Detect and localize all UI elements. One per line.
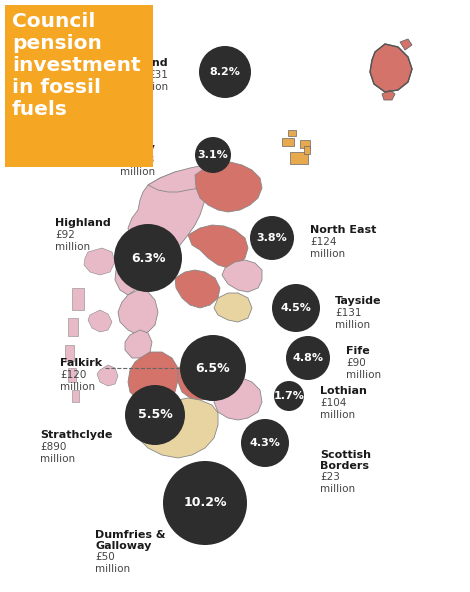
Ellipse shape (250, 216, 294, 260)
Ellipse shape (195, 137, 231, 173)
Polygon shape (148, 165, 235, 192)
Text: 4.3%: 4.3% (250, 438, 281, 448)
Ellipse shape (199, 46, 251, 98)
Text: 4.8%: 4.8% (292, 353, 323, 363)
Polygon shape (118, 290, 158, 335)
Polygon shape (214, 378, 262, 420)
Text: £890
million: £890 million (40, 442, 75, 464)
Text: £8
million: £8 million (120, 155, 155, 176)
Polygon shape (178, 360, 222, 400)
Text: 5.5%: 5.5% (138, 408, 172, 422)
Text: Shetland: Shetland (112, 58, 168, 68)
Polygon shape (128, 170, 205, 278)
Text: Tayside: Tayside (335, 296, 382, 306)
Text: Falkirk: Falkirk (60, 358, 102, 368)
Ellipse shape (272, 284, 320, 332)
Polygon shape (304, 146, 310, 154)
Polygon shape (288, 130, 296, 136)
Text: £124
million: £124 million (310, 237, 345, 259)
Polygon shape (128, 352, 178, 405)
Text: £120
million: £120 million (60, 370, 95, 391)
Polygon shape (115, 260, 138, 295)
Text: Fife: Fife (346, 346, 370, 356)
Polygon shape (65, 345, 74, 361)
Text: £50
million: £50 million (95, 552, 130, 574)
Ellipse shape (114, 224, 182, 292)
Polygon shape (400, 39, 412, 50)
Ellipse shape (125, 385, 185, 445)
Polygon shape (68, 368, 76, 382)
Text: North East: North East (310, 225, 376, 235)
Text: Highland: Highland (55, 218, 111, 228)
Text: 3.1%: 3.1% (197, 150, 228, 160)
Polygon shape (84, 248, 115, 275)
Polygon shape (136, 400, 157, 422)
Polygon shape (195, 162, 262, 212)
FancyBboxPatch shape (5, 5, 153, 167)
Text: £90
million: £90 million (346, 358, 381, 379)
Text: £31
million: £31 million (133, 70, 168, 92)
Text: £92
million: £92 million (55, 230, 90, 252)
Polygon shape (282, 138, 294, 146)
Text: 1.7%: 1.7% (274, 391, 305, 401)
Polygon shape (125, 330, 152, 358)
Text: Orkney: Orkney (110, 143, 155, 153)
Polygon shape (68, 318, 78, 336)
Text: 6.3%: 6.3% (131, 252, 165, 265)
Text: 8.2%: 8.2% (210, 67, 241, 77)
Polygon shape (300, 140, 310, 148)
Text: £23
million: £23 million (320, 472, 355, 494)
Polygon shape (214, 293, 252, 322)
Polygon shape (370, 44, 412, 92)
Ellipse shape (180, 335, 246, 401)
Polygon shape (72, 288, 84, 310)
Polygon shape (175, 270, 220, 308)
Polygon shape (222, 260, 262, 292)
Ellipse shape (163, 461, 247, 545)
Text: £131
million: £131 million (335, 308, 370, 330)
Text: Strathclyde: Strathclyde (40, 430, 112, 440)
Text: Dumfries &
Galloway: Dumfries & Galloway (95, 530, 165, 551)
Ellipse shape (286, 336, 330, 380)
Polygon shape (382, 90, 395, 100)
Polygon shape (72, 390, 79, 402)
Text: 3.8%: 3.8% (257, 233, 287, 243)
Polygon shape (290, 152, 308, 164)
Text: £104
million: £104 million (320, 398, 355, 420)
Polygon shape (88, 310, 112, 332)
Text: 6.5%: 6.5% (196, 362, 230, 375)
Ellipse shape (241, 419, 289, 467)
Text: Lothian: Lothian (320, 386, 367, 396)
Text: 4.5%: 4.5% (281, 303, 312, 313)
Polygon shape (97, 365, 118, 386)
Polygon shape (126, 398, 218, 458)
Text: Scottish
Borders: Scottish Borders (320, 450, 371, 471)
Ellipse shape (274, 381, 304, 411)
Polygon shape (188, 225, 248, 268)
Text: Council
pension
investment
in fossil
fuels: Council pension investment in fossil fue… (12, 12, 141, 119)
Text: 10.2%: 10.2% (183, 497, 227, 510)
